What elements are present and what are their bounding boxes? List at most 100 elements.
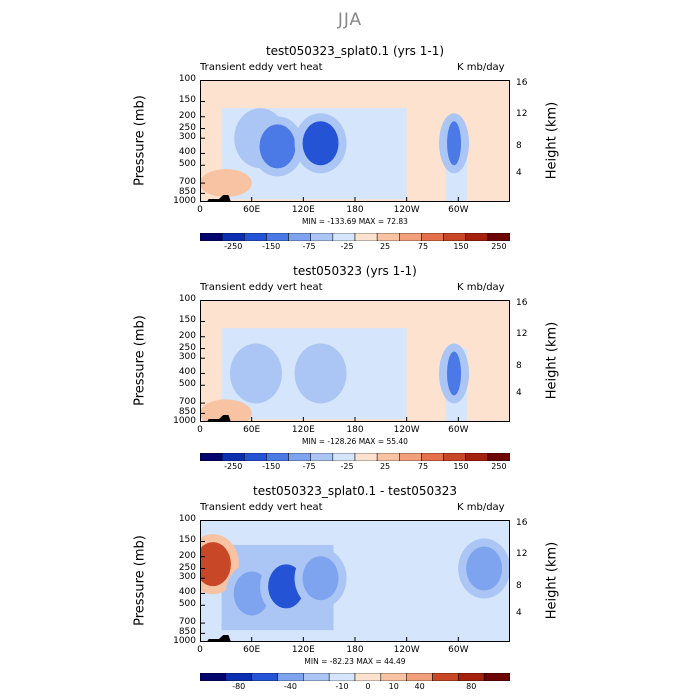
colorbar-label: -75 [302,462,316,471]
data-cell [302,351,339,396]
colorbar-box [244,233,267,241]
colorbar-box [221,453,245,461]
colorbar-box [465,453,489,461]
colorbar-box [406,673,433,681]
y-tick-label: 100 [178,74,196,84]
y2-tick-label: 12 [516,109,528,120]
y-tick-label: 1000 [173,416,196,426]
colorbar-box [277,673,304,681]
data-cell [237,351,274,396]
data-cell [200,542,231,587]
colorbar-box [303,673,330,681]
colorbar-label: -250 [224,242,243,251]
x-tick-label: 120E [291,425,315,435]
colorbar-box [487,233,510,241]
x-tick-label: 0 [197,645,203,655]
x-tick-label: 120W [393,645,420,655]
colorbar-box [432,673,459,681]
y-tick-label: 200 [178,110,196,121]
heatmap-plot [200,520,510,642]
y2-tick-label: 8 [516,581,522,592]
colorbar-box [443,233,466,241]
colorbar-box [376,233,400,241]
colorbar-label: -75 [302,242,316,251]
colorbar-box [421,233,444,241]
x-tick-label: 60W [448,205,469,215]
colorbar-box [328,673,356,681]
x-tick-label: 180 [346,425,364,435]
colorbar-box [288,453,311,461]
colorbar-label: 10 [388,682,399,691]
y2-axis-label: Height (km) [544,321,560,400]
colorbar-box [225,673,252,681]
y-tick-label: 400 [178,587,196,598]
colorbar-label: 0 [365,682,371,691]
x-tick-label: 120E [291,205,315,215]
colorbar-label: 250 [491,462,507,471]
colorbar-box [200,453,223,461]
topography [206,195,231,202]
y-axis-label: Pressure (mb) [132,315,148,406]
data-cell [302,556,339,601]
y-tick-label: 250 [178,562,196,573]
colorbar-box [483,673,510,681]
colorbar-box [288,233,311,241]
y2-tick-label: 8 [516,361,522,372]
colorbar-label: -250 [224,462,243,471]
x-tick-label: 120W [393,425,420,435]
colorbar-label: 80 [466,682,477,691]
colorbar-label: -40 [283,682,297,691]
x-tick-label: 60E [243,425,261,435]
colorbar-label: -25 [340,242,354,251]
x-tick-label: 120E [291,645,315,655]
colorbar-label: 25 [379,242,391,251]
y-tick-label: 100 [178,294,196,304]
y2-axis-label: Height (km) [544,541,560,620]
y-tick-label: 250 [178,342,196,353]
topography [206,415,231,422]
y-tick-label: 400 [178,147,196,158]
y-tick-label: 250 [178,122,196,133]
colorbar-box [266,233,289,241]
left-subtitle: Transient eddy vert heat [200,502,323,513]
colorbar-label: -150 [262,462,281,471]
y-tick-label: 700 [178,177,196,188]
colorbar-box [332,233,356,241]
y-tick-label: 500 [178,599,196,610]
colorbar-box [244,453,267,461]
colorbar [200,673,510,681]
y-tick-label: 150 [178,315,196,326]
colorbar-box [354,233,378,241]
colorbar-box [443,453,466,461]
min-max-text: MIN = -133.69 MAX = 72.83 [302,217,408,226]
colorbar-label: 150 [453,242,469,251]
colorbar-box [332,453,356,461]
y-axis-label: Pressure (mb) [132,95,148,186]
x-tick-label: 0 [197,205,203,215]
colorbar-label: 75 [417,242,429,251]
right-subtitle: K mb/day [457,282,505,293]
colorbar-box [200,673,227,681]
heatmap-plot [200,80,510,202]
y2-tick-label: 12 [516,549,528,560]
min-max-text: MIN = -82.23 MAX = 44.49 [304,657,406,666]
right-subtitle: K mb/day [457,62,505,73]
colorbar-box [266,453,289,461]
y2-tick-label: 12 [516,329,528,340]
panel-title: test050323 (yrs 1-1) [293,264,417,278]
y-tick-label: 100 [178,514,196,524]
y2-tick-label: 4 [516,607,522,618]
y2-tick-label: 4 [516,387,522,398]
y2-tick-label: 4 [516,167,522,178]
figure-title: JJA [337,10,363,30]
topography [206,635,231,642]
colorbar [200,453,510,461]
x-tick-label: 180 [346,205,364,215]
y-tick-label: 200 [178,330,196,341]
y2-axis-label: Height (km) [544,101,560,180]
left-subtitle: Transient eddy vert heat [200,282,323,293]
data-cell [447,351,462,396]
y2-tick-label: 8 [516,141,522,152]
colorbar [200,233,510,241]
